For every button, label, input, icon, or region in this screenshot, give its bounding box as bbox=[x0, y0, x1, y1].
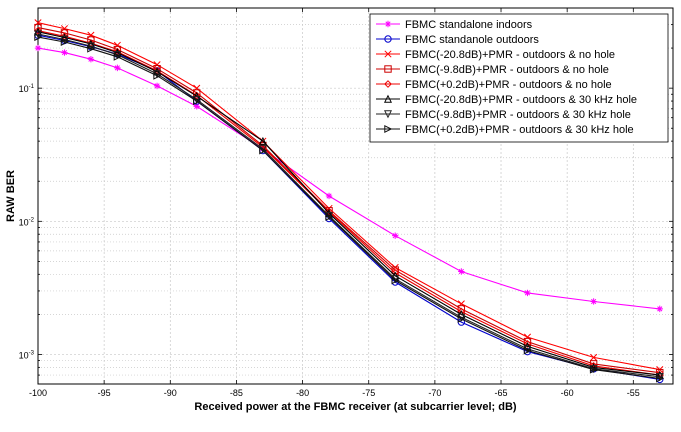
data-point bbox=[87, 56, 95, 63]
x-tick-label: -60 bbox=[561, 388, 574, 398]
legend-item: FBMC(+0.2dB)+PMR - outdoors & no hole bbox=[376, 79, 612, 91]
data-point bbox=[655, 373, 664, 382]
x-axis-label: Received power at the FBMC receiver (at … bbox=[194, 401, 517, 413]
data-point bbox=[34, 26, 42, 35]
legend-marker bbox=[384, 20, 392, 28]
data-point bbox=[193, 103, 200, 110]
legend-item: FBMC standanole outdoors bbox=[376, 34, 539, 46]
y-tick-label: 10-3 bbox=[19, 350, 35, 360]
data-point bbox=[153, 67, 162, 76]
legend-label: FBMC(-9.8dB)+PMR - outdoors & no hole bbox=[405, 64, 609, 76]
x-tick-label: -90 bbox=[164, 388, 177, 398]
x-tick-label: -80 bbox=[296, 388, 309, 398]
legend-item: FBMC(-20.8dB)+PMR - outdoors & no hole bbox=[376, 49, 615, 61]
data-point bbox=[391, 263, 399, 272]
data-point bbox=[524, 289, 531, 297]
data-point bbox=[656, 368, 664, 377]
data-point bbox=[523, 346, 532, 355]
y-tick-label: 10-1 bbox=[19, 84, 35, 94]
legend-marker bbox=[383, 110, 393, 119]
data-point bbox=[87, 44, 96, 53]
data-point bbox=[193, 97, 202, 106]
data-point bbox=[523, 337, 532, 346]
legend-label: FBMC(+0.2dB)+PMR - outdoors & 30 kHz hol… bbox=[405, 124, 634, 136]
data-point bbox=[113, 52, 122, 61]
legend-marker bbox=[383, 94, 393, 103]
x-tick-label: -65 bbox=[495, 388, 508, 398]
data-point bbox=[391, 276, 400, 285]
data-point bbox=[656, 305, 663, 313]
series-line bbox=[37, 31, 660, 376]
data-point bbox=[523, 340, 532, 348]
data-point bbox=[590, 298, 597, 305]
legend-marker bbox=[384, 50, 392, 58]
data-point bbox=[589, 365, 598, 374]
series-line bbox=[37, 36, 660, 380]
data-point bbox=[193, 84, 201, 92]
data-point bbox=[656, 374, 665, 383]
data-point bbox=[34, 33, 43, 42]
legend-label: FBMC(-20.8dB)+PMR - outdoors & no hole bbox=[405, 49, 615, 61]
axis-ticks: -100 -95 -90 -85 -80 -75 -70 -65 -60 -55 10-3 10-2 1… bbox=[19, 7, 673, 398]
x-tick-label: -75 bbox=[362, 388, 375, 398]
legend-label: FBMC(-9.8dB)+PMR - outdoors & 30 kHz hol… bbox=[405, 109, 631, 121]
legend-marker bbox=[384, 124, 393, 134]
data-point bbox=[113, 41, 121, 49]
legend-label: FBMC(+0.2dB)+PMR - outdoors & no hole bbox=[405, 79, 612, 91]
data-point bbox=[33, 30, 43, 39]
data-point bbox=[60, 25, 69, 33]
data-point bbox=[457, 313, 466, 322]
data-point bbox=[113, 48, 122, 57]
y-axis-label: RAW BER bbox=[5, 170, 17, 222]
data-point bbox=[61, 49, 68, 56]
legend-marker bbox=[384, 35, 392, 43]
plot-frame bbox=[37, 7, 674, 385]
legend-box bbox=[369, 13, 669, 143]
series-layer bbox=[33, 19, 665, 384]
legend-label: FBMC standalone indoors bbox=[405, 19, 533, 31]
data-point bbox=[457, 314, 466, 323]
legend-item: FBMC(-9.8dB)+PMR - outdoors & 30 kHz hol… bbox=[376, 109, 631, 121]
data-point bbox=[114, 64, 121, 72]
data-point bbox=[325, 212, 334, 221]
data-point bbox=[523, 342, 532, 351]
x-tick-label: -55 bbox=[627, 388, 640, 398]
data-point bbox=[523, 333, 532, 341]
x-tick-label: -85 bbox=[230, 388, 243, 398]
x-tick-label: -95 bbox=[98, 388, 111, 398]
legend-label: FBMC standanole outdoors bbox=[405, 34, 539, 46]
data-point bbox=[153, 71, 162, 80]
legend-item: FBMC standalone indoors bbox=[376, 19, 533, 31]
data-point bbox=[153, 82, 161, 90]
legend-item: FBMC(+0.2dB)+PMR - outdoors & 30 kHz hol… bbox=[376, 124, 634, 136]
data-point bbox=[34, 44, 42, 52]
x-tick-label: -100 bbox=[29, 388, 47, 398]
legend-marker bbox=[384, 80, 392, 88]
legend-label: FBMC(-20.8dB)+PMR - outdoors & 30 kHz ho… bbox=[405, 94, 637, 106]
data-point bbox=[259, 146, 268, 155]
data-point bbox=[153, 61, 161, 69]
legend: FBMC standalone indoors FBMC standanole o… bbox=[369, 13, 669, 143]
data-point bbox=[60, 38, 69, 47]
legend-item: FBMC(-9.8dB)+PMR - outdoors & no hole bbox=[376, 64, 609, 76]
data-point bbox=[325, 192, 333, 200]
x-tick-label: -70 bbox=[428, 388, 441, 398]
data-point bbox=[590, 353, 598, 361]
series-8 bbox=[34, 33, 665, 383]
data-point bbox=[458, 268, 465, 275]
grid bbox=[37, 7, 673, 385]
legend-item: FBMC(-20.8dB)+PMR - outdoors & 30 kHz ho… bbox=[376, 94, 637, 106]
y-tick-label: 10-2 bbox=[19, 217, 35, 227]
data-point bbox=[523, 345, 532, 354]
legend-marker bbox=[384, 65, 392, 73]
data-point bbox=[153, 70, 162, 79]
data-point bbox=[391, 232, 399, 239]
data-point bbox=[87, 31, 95, 39]
data-point bbox=[258, 136, 267, 145]
